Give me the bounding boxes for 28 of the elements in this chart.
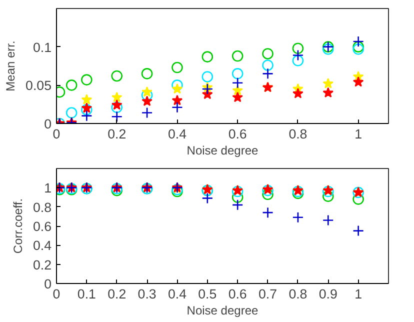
x-tick-label: 0.5 [198,286,217,302]
x-tick-label: 0.2 [108,286,126,302]
x-tick-label: 0.3 [138,286,156,302]
x-tick-label: 0.4 [168,126,188,142]
x-tick-label: 0.2 [108,126,126,142]
x-tick-label: 0.7 [258,286,278,302]
x-tick-label: 0.9 [318,286,338,302]
y-tick-label: 0 [44,276,52,292]
x-tick-label: 1 [354,286,362,302]
x-axis-title: Noise degree [186,304,259,318]
x-tick-label: 0.1 [77,286,96,302]
x-tick-label: 1 [354,126,362,142]
x-tick-label: 0.8 [288,126,308,142]
x-tick-label: 0.6 [228,126,247,142]
y-tick-label: 0 [44,116,52,132]
y-axis-title: Corr.coeff. [10,198,25,254]
y-tick-label: 0.1 [32,40,52,55]
y-tick-label: 0.8 [32,200,52,215]
y-tick-label: 0.4 [32,238,52,254]
y-tick-label: 0.6 [32,219,52,234]
x-tick-label: 0.4 [168,286,188,302]
y-tick-label: 0.05 [26,78,52,94]
y-tick-label: 1 [44,180,52,196]
x-tick-label: 0.8 [288,286,308,302]
x-tick-label: 0.6 [228,286,247,302]
y-axis-title: Mean err. [4,40,18,92]
y-tick-label: 0.2 [32,257,52,272]
x-axis-title: Noise degree [186,144,259,158]
